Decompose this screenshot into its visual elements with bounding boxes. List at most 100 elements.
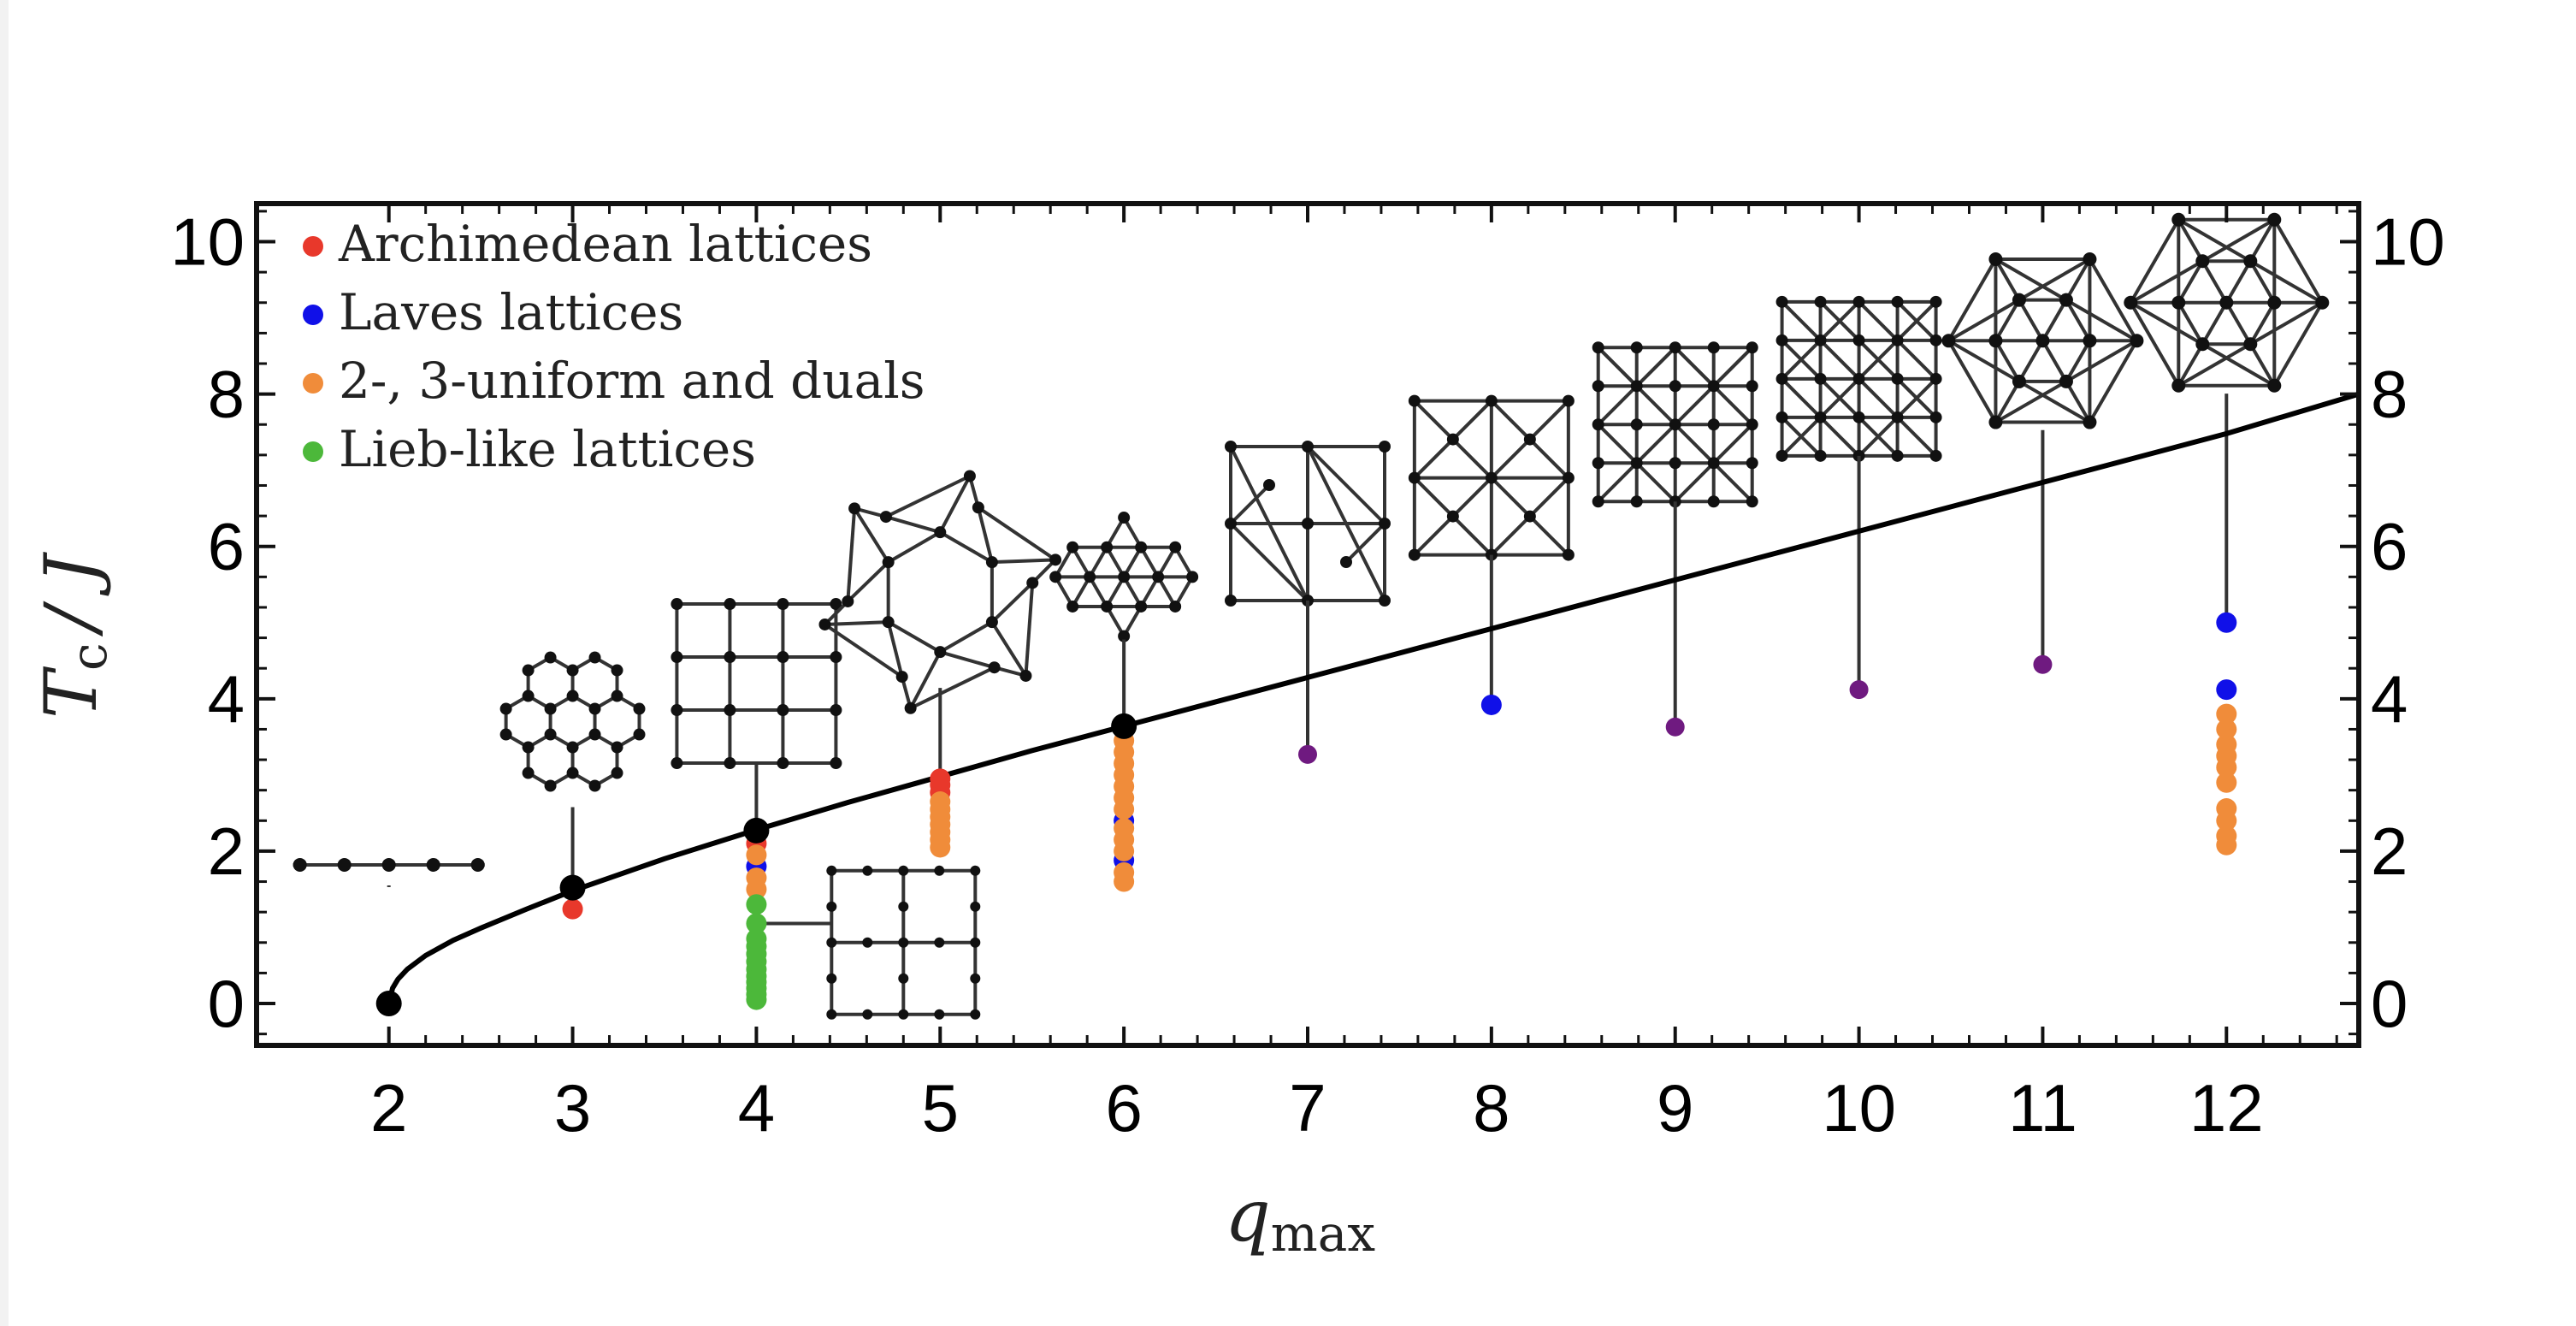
lattice-site: [2012, 374, 2026, 388]
lattice-site: [1135, 541, 1148, 553]
lattice-site: [1562, 548, 1575, 561]
lattice-bond: [1994, 299, 2021, 342]
lattice-bond: [1597, 346, 1639, 388]
data-point-uniform: [2216, 772, 2237, 793]
lattice-site: [1775, 372, 1788, 385]
lattice-site: [1669, 418, 1681, 431]
lattice-site: [1852, 295, 1865, 308]
lattice-site: [1225, 518, 1237, 530]
lattice-bond: [909, 666, 996, 710]
lattice-site: [826, 1009, 837, 1020]
lattice-site: [2315, 295, 2330, 310]
lattice-site: [970, 973, 981, 984]
lattice-site: [1101, 600, 1114, 613]
lattice-site: [1707, 380, 1720, 393]
lattice-site: [830, 757, 842, 770]
x-tick-label: 11: [2008, 1070, 2077, 1145]
lattice-site: [972, 501, 984, 514]
lattice-site: [1225, 595, 1237, 607]
lattice-site: [1135, 600, 1148, 613]
lattice-site: [898, 901, 909, 912]
lattice-site: [588, 651, 601, 664]
svg-text:Tc/ J: Tc / J: [29, 551, 118, 719]
lattice-bond: [1994, 340, 2021, 382]
lattice-bond: [990, 621, 1028, 678]
lattice-site: [724, 757, 736, 770]
lattice-bond: [1781, 339, 1822, 381]
legend: Archimedean lattices Laves lattices 2-, 3-…: [303, 215, 925, 478]
x-tick-label: 6: [1105, 1070, 1142, 1145]
lattice-site: [1852, 372, 1865, 385]
lattice-bond: [2177, 260, 2205, 304]
lattice-site: [934, 526, 947, 539]
lattice-site: [1049, 571, 1062, 583]
lattice-site: [2267, 295, 2282, 310]
lattice-site: [633, 702, 646, 715]
lattice-bond: [1674, 346, 1716, 388]
lattice-site: [862, 937, 873, 948]
y-tick-label: 4: [208, 661, 245, 737]
lattice-site: [1592, 495, 1604, 508]
lattice-bond: [2248, 301, 2277, 346]
lattice-site: [337, 857, 352, 872]
lattice-site: [1814, 411, 1827, 423]
lattice-site: [633, 728, 646, 741]
lattice-site: [963, 470, 976, 482]
lattice-site: [830, 704, 842, 717]
lattice-site: [2171, 378, 2186, 393]
lattice-site: [2219, 295, 2234, 310]
lattice-site: [1446, 510, 1459, 523]
inset-square: [671, 598, 842, 829]
lattice-site: [1852, 334, 1865, 346]
lattice-site: [1852, 411, 1865, 423]
lattice-bond: [1306, 446, 1386, 601]
data-point-laves: [2216, 612, 2237, 633]
lattice-site: [1446, 433, 1459, 446]
lattice-site: [1891, 334, 1904, 346]
lattice-site: [470, 857, 485, 872]
lattice-site: [904, 701, 917, 714]
lattice-bond: [1947, 298, 2020, 343]
lattice-bond: [1344, 522, 1386, 564]
lattice-site: [879, 511, 892, 524]
lattice-site: [826, 973, 837, 984]
lattice-bond: [939, 650, 996, 670]
y-tick-label-right: 10: [2371, 204, 2445, 280]
x-tick-label: 12: [2189, 1070, 2264, 1145]
lattice-site: [1669, 380, 1681, 393]
data-point-archimedean: [930, 768, 951, 790]
lattice-site: [1592, 457, 1604, 470]
lattice-site: [1669, 341, 1681, 354]
y-axis-label: Tc / J: [29, 551, 118, 719]
lattice-bond: [846, 560, 890, 603]
lattice-site: [1988, 252, 2003, 267]
lattice-site: [522, 767, 535, 779]
data-point-uniform: [2216, 798, 2237, 820]
lattice-site: [2059, 374, 2073, 388]
lattice-site: [1630, 495, 1643, 508]
lattice-site: [1408, 394, 1421, 407]
lattice-site: [499, 728, 512, 741]
inset-lieb-inset: [756, 865, 981, 1020]
lattice-bond: [885, 515, 941, 535]
data-point-uniform: [2216, 826, 2237, 847]
data-point-lieb: [746, 913, 767, 934]
lattice-site: [1891, 411, 1904, 423]
data-point-uniform: [1114, 818, 1135, 839]
lattice-site: [522, 664, 535, 677]
lattice-bond: [2248, 260, 2277, 304]
lattice-site: [777, 704, 789, 717]
y-tick-label: 8: [208, 357, 245, 432]
lattice-site: [1263, 479, 1275, 492]
legend-label: 2-, 3-uniform and duals: [339, 352, 925, 410]
lattice-site: [1340, 556, 1352, 569]
lattice-site: [2195, 337, 2210, 352]
lattice-site: [988, 661, 1001, 674]
lattice-site: [1669, 457, 1681, 470]
lattice-site: [862, 865, 873, 876]
lattice-site: [566, 767, 579, 779]
legend-marker: [303, 305, 323, 325]
lattice-bond: [1024, 583, 1035, 677]
lattice-site: [671, 757, 683, 770]
